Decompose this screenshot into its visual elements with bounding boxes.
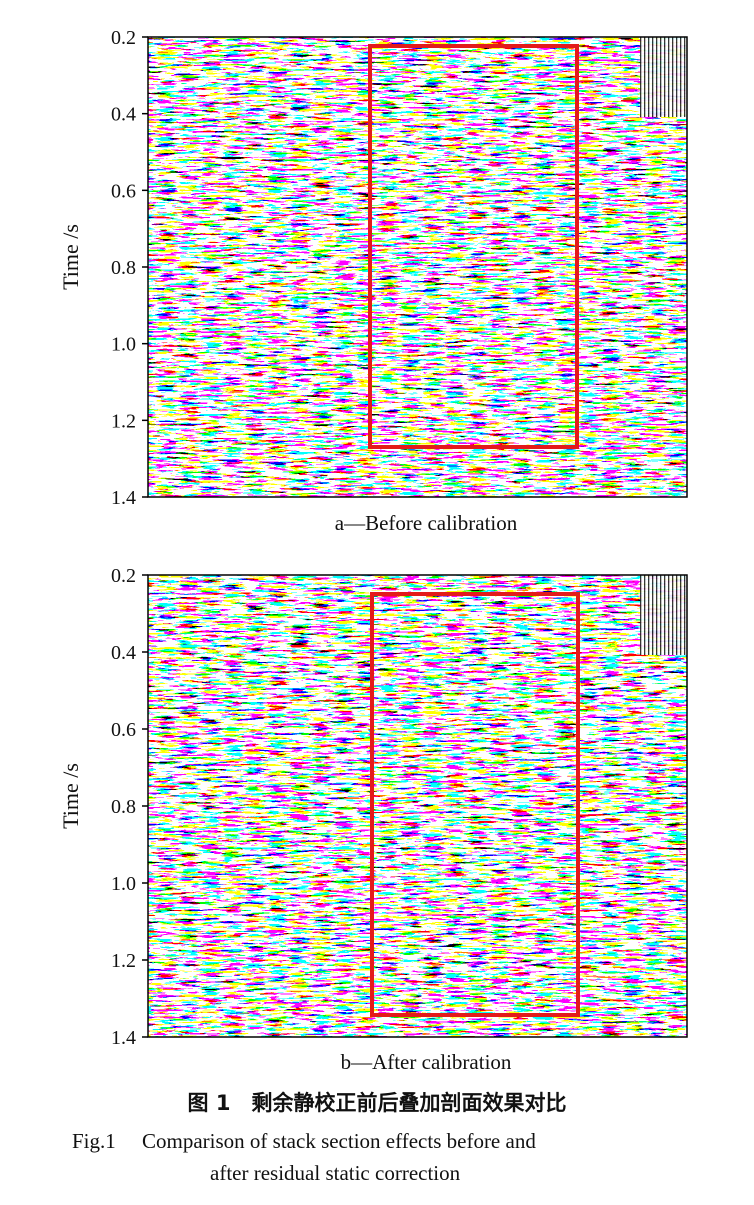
- trace-edge: [640, 575, 687, 655]
- y-tick-label: 0.4: [111, 104, 136, 126]
- y-tick-label: 0.4: [111, 642, 136, 664]
- y-axis-label: Time /s: [58, 763, 83, 829]
- y-tick-label: 1.0: [111, 873, 136, 895]
- y-tick-label: 1.2: [111, 410, 136, 432]
- y-axis-label: Time /s: [58, 224, 83, 290]
- y-tick-label: 0.8: [111, 796, 136, 818]
- highlight-box: [370, 592, 580, 1017]
- subcaption: b—After calibration: [341, 1050, 512, 1074]
- panel: 0.2 0.4 0.6 0.8 1.0 1.2 1.4 Time /s b—After cali…: [58, 565, 688, 1074]
- seismic-section: [148, 575, 687, 1037]
- y-tick-label: 0.2: [111, 27, 136, 49]
- trace-edge: [640, 37, 687, 117]
- panel: 0.2 0.4 0.6 0.8 1.0 1.2 1.4 Time /s a—Before cal…: [58, 27, 688, 535]
- caption-en: after residual static correction: [210, 1161, 461, 1185]
- caption-en: Fig.1 Comparison of stack section effect…: [72, 1129, 536, 1153]
- y-tick-label: 0.6: [111, 719, 136, 741]
- y-tick-label: 1.4: [111, 1027, 136, 1049]
- y-tick-label: 0.8: [111, 257, 136, 279]
- y-tick-label: 0.6: [111, 180, 136, 202]
- y-tick-label: 1.2: [111, 950, 136, 972]
- caption-cn: 图 1 剩余静校正前后叠加剖面效果对比: [188, 1091, 567, 1115]
- y-tick-label: 0.2: [111, 565, 136, 587]
- seismic-section: [148, 37, 687, 497]
- y-tick-label: 1.0: [111, 334, 136, 356]
- subcaption: a—Before calibration: [335, 511, 518, 535]
- highlight-box: [368, 44, 579, 449]
- y-tick-label: 1.4: [111, 487, 136, 509]
